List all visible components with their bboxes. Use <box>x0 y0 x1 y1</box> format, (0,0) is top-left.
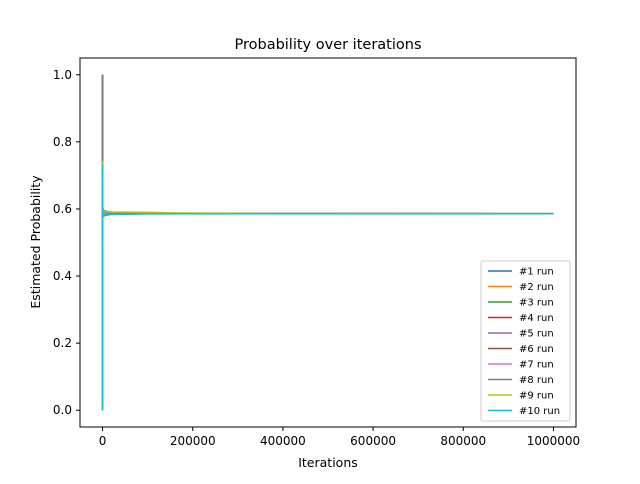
x-tick-label: 800000 <box>440 434 486 448</box>
legend-label: #6 run <box>519 344 554 355</box>
legend-label: #10 run <box>519 406 560 417</box>
legend-label: #3 run <box>519 298 554 309</box>
series-line-run-10 <box>101 164 554 411</box>
legend-label: #8 run <box>519 375 554 386</box>
y-tick-label: 0.4 <box>53 269 72 283</box>
legend-label: #9 run <box>519 391 554 402</box>
y-tick-label: 0.2 <box>53 336 72 350</box>
legend-label: #1 run <box>519 267 554 278</box>
plot-frame <box>79 57 577 428</box>
x-tick-label: 200000 <box>170 434 216 448</box>
legend-label: #7 run <box>519 360 554 371</box>
x-tick-label: 600000 <box>350 434 396 448</box>
y-tick-label: 0.6 <box>53 202 72 216</box>
y-axis-ticks: 0.0 0.2 0.4 0.6 0.8 1.0 <box>53 68 80 417</box>
x-axis-label: Iterations <box>298 455 358 470</box>
y-tick-label: 0.8 <box>53 135 72 149</box>
x-tick-label: 0 <box>99 434 107 448</box>
series-layer <box>101 74 554 411</box>
x-tick-label: 1000000 <box>527 434 580 448</box>
legend-label: #5 run <box>519 329 554 340</box>
legend-label: #2 run <box>519 282 554 293</box>
legend-label: #4 run <box>519 313 554 324</box>
chart-title: Probability over iterations <box>234 37 421 53</box>
y-tick-label: 1.0 <box>53 68 72 82</box>
y-axis-label: Estimated Probability <box>28 175 43 309</box>
legend-box <box>480 260 571 422</box>
legend: #1 run #2 run #3 run #4 run #5 run #6 run #7 r… <box>480 260 571 422</box>
y-tick-label: 0.0 <box>53 403 72 417</box>
x-axis-ticks: 0 200000 400000 600000 800000 1000000 <box>99 427 580 448</box>
x-tick-label: 400000 <box>260 434 306 448</box>
